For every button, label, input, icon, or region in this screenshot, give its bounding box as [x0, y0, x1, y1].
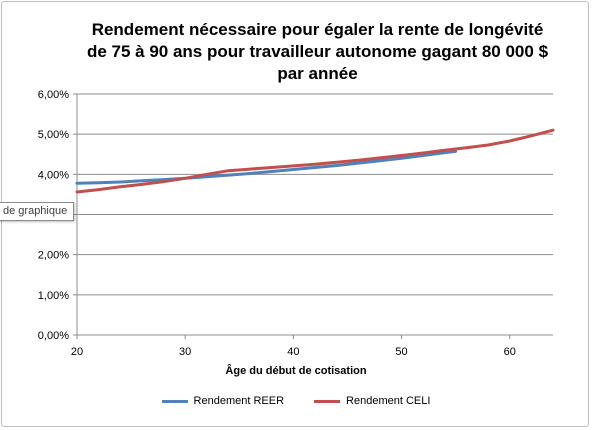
x-tick-label: 30	[179, 346, 191, 358]
chart-element-tooltip: de graphique	[0, 202, 75, 221]
chart-title: Rendement nécessaire pour égaler la rent…	[70, 19, 565, 85]
legend-item-reer[interactable]: Rendement REER	[161, 395, 285, 407]
legend[interactable]: Rendement REER Rendement CELI	[0, 395, 592, 407]
chart-title-line-1: Rendement nécessaire pour égaler la rent…	[91, 20, 544, 39]
legend-label-celi: Rendement CELI	[346, 395, 431, 407]
y-tick-label: 0,00%	[38, 330, 69, 342]
y-tick-label: 1,00%	[38, 290, 69, 302]
x-tick-label: 60	[504, 346, 516, 358]
x-axis-title: Âge du début de cotisation	[225, 365, 367, 377]
y-tick-label: 5,00%	[38, 129, 69, 141]
chart-title-line-3: par année	[277, 64, 358, 83]
legend-item-celi[interactable]: Rendement CELI	[314, 395, 430, 407]
x-tick-label: 40	[287, 346, 299, 358]
x-tick-label: 20	[71, 346, 83, 358]
chart-title-line-2: de 75 à 90 ans pour travailleur autonome…	[86, 42, 549, 61]
legend-swatch-reer	[161, 399, 188, 403]
legend-swatch-celi	[314, 399, 341, 403]
legend-label-reer: Rendement REER	[193, 395, 285, 407]
y-tick-label: 6,00%	[38, 89, 69, 101]
series-line-reer	[75, 149, 458, 185]
x-tick-label: 50	[395, 346, 407, 358]
series-line-celi	[75, 128, 555, 194]
y-tick-label: 2,00%	[38, 250, 69, 262]
y-tick-label: 4,00%	[38, 169, 69, 181]
